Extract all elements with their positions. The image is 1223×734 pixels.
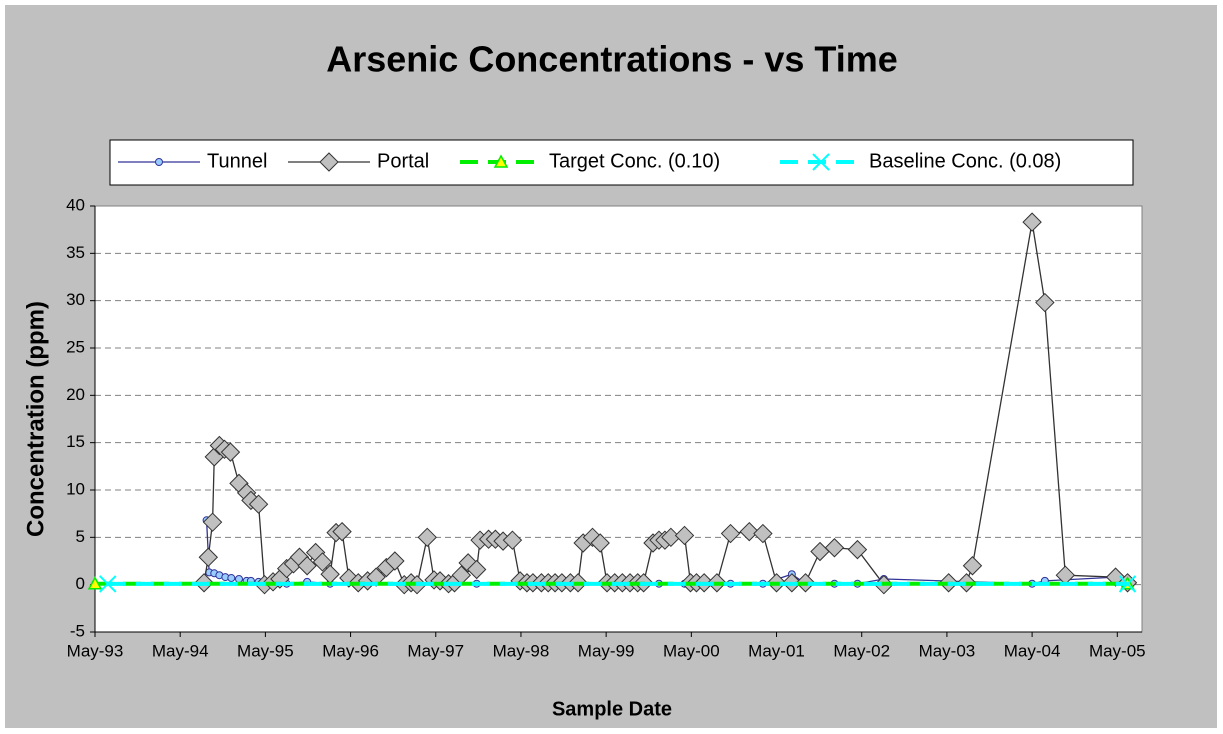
marker [87, 576, 103, 590]
marker [198, 547, 219, 567]
legend-marker [812, 153, 830, 171]
x-axis-title: Sample Date [552, 698, 672, 720]
marker [332, 521, 352, 542]
marker [366, 567, 386, 587]
marker [962, 556, 983, 576]
marker [234, 574, 243, 583]
legend-label: Target Conc. (0.10) [549, 150, 720, 172]
plot-area [94, 205, 1143, 633]
marker [582, 527, 603, 548]
legend [109, 139, 1134, 186]
legend-marker [493, 154, 509, 168]
x-tick-label: May-02 [833, 641, 890, 660]
y-tick-label: 10 [66, 479, 85, 498]
legend-label: Portal [377, 150, 429, 172]
x-tick-label: May-05 [1089, 641, 1146, 660]
marker [99, 575, 117, 593]
marker [417, 527, 437, 548]
x-tick-label: May-93 [67, 641, 124, 660]
x-tick-label: May-01 [748, 641, 805, 660]
marker [385, 551, 405, 571]
y-tick-label: 35 [66, 243, 85, 262]
marker [847, 539, 868, 560]
y-tick-label: 40 [66, 195, 85, 214]
marker [502, 530, 523, 550]
marker [227, 574, 236, 583]
marker [753, 523, 773, 544]
marker [674, 525, 695, 546]
marker [220, 442, 241, 462]
marker [720, 523, 741, 544]
y-tick-label: 0 [76, 574, 85, 593]
y-tick-label: 20 [66, 385, 85, 404]
legend-label: Tunnel [207, 150, 267, 172]
chart-title: Arsenic Concentrations - vs Time [326, 39, 898, 80]
marker [458, 553, 478, 573]
marker [1118, 575, 1137, 593]
marker [1035, 292, 1055, 313]
y-tick-label: 15 [66, 432, 85, 451]
legend-label: Baseline Conc. (0.08) [869, 150, 1061, 172]
y-tick-label: 25 [66, 337, 85, 356]
marker [739, 521, 759, 542]
marker [1022, 212, 1042, 232]
x-tick-label: May-04 [1004, 641, 1061, 660]
marker [297, 556, 317, 576]
marker [590, 533, 610, 553]
y-tick-label: 5 [76, 527, 85, 546]
x-tick-label: May-97 [407, 641, 464, 660]
x-tick-label: May-94 [152, 641, 209, 660]
y-tick-label: 30 [66, 290, 85, 309]
legend-marker [319, 152, 339, 172]
x-tick-label: May-96 [322, 641, 379, 660]
legend-marker [155, 158, 163, 166]
x-tick-label: May-00 [663, 641, 720, 660]
marker [824, 538, 845, 558]
y-tick-label: -5 [70, 621, 85, 640]
marker [312, 552, 333, 572]
x-tick-label: May-03 [919, 641, 976, 660]
marker [248, 494, 269, 514]
marker [466, 559, 487, 580]
x-tick-label: May-98 [493, 641, 550, 660]
x-tick-label: May-95 [237, 641, 294, 660]
marker [202, 512, 223, 532]
y-axis-title: Concentration (ppm) [22, 301, 49, 537]
x-tick-label: May-99 [578, 641, 635, 660]
